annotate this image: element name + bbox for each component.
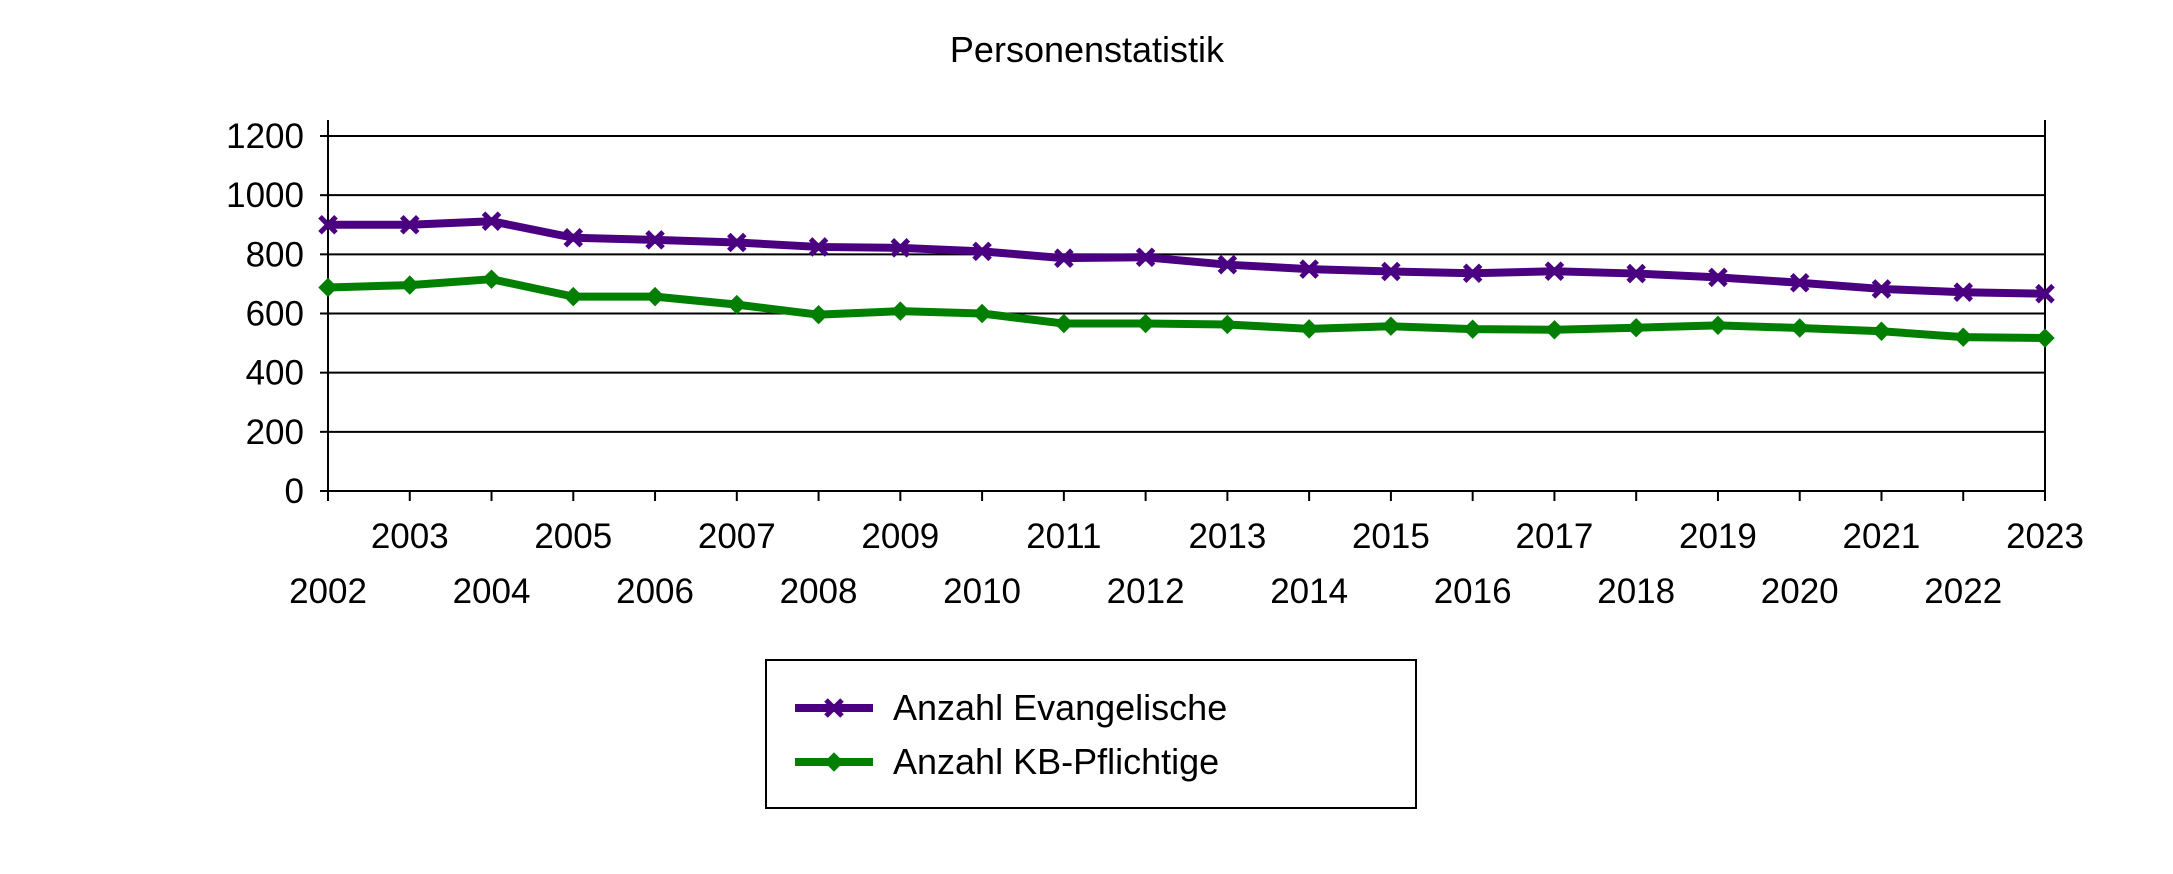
data-point <box>1299 319 1319 339</box>
legend-label: Anzahl Evangelische <box>893 687 1227 728</box>
data-point <box>563 227 584 248</box>
x-tick-label: 2002 <box>289 572 367 611</box>
y-tick-label: 200 <box>246 413 304 452</box>
chart-title: Personenstatistik <box>950 29 1225 70</box>
axes <box>327 120 2046 492</box>
data-point <box>890 301 911 321</box>
x-tick-label: 2013 <box>1188 517 1266 556</box>
legend: Anzahl Evangelische Anzahl KB-Pflichtige <box>765 659 1417 809</box>
x-tick-label: 2016 <box>1434 572 1512 611</box>
x-tick-label: 2021 <box>1843 517 1921 556</box>
x-tick-label: 2011 <box>1026 517 1101 556</box>
data-point <box>1299 259 1319 279</box>
x-tick-label: 2004 <box>453 572 531 611</box>
legend-label: Anzahl KB-Pflichtige <box>893 741 1219 782</box>
data-point <box>1462 263 1483 284</box>
x-tick-label: 2007 <box>698 517 776 556</box>
x-tick-label: 2009 <box>861 517 939 556</box>
data-point <box>318 277 338 298</box>
series-2 <box>318 269 2055 348</box>
data-point <box>808 304 829 325</box>
data-point <box>1871 321 1892 341</box>
data-point <box>972 241 992 262</box>
data-point <box>645 286 665 307</box>
data-point <box>1135 313 1156 334</box>
y-tick-label: 800 <box>246 235 304 274</box>
data-point <box>2035 328 2055 348</box>
x-tick-label: 2005 <box>534 517 612 556</box>
x-tick-label: 2019 <box>1679 517 1757 556</box>
data-point <box>1135 247 1156 268</box>
data-point <box>1626 317 1646 338</box>
legend-entry: Anzahl Evangelische <box>795 687 1227 728</box>
y-tick-label: 400 <box>246 354 304 393</box>
data-point <box>563 286 583 307</box>
data-point <box>1054 248 1074 268</box>
data-point <box>808 237 829 257</box>
legend-entry: Anzahl KB-Pflichtige <box>795 741 1219 782</box>
data-point <box>399 214 420 235</box>
x-tick-label: 2010 <box>943 572 1021 611</box>
legend-marker <box>824 698 844 718</box>
data-point <box>2035 283 2055 304</box>
x-tick-label: 2017 <box>1515 517 1593 556</box>
x-tick-label: 2015 <box>1352 517 1430 556</box>
data-point <box>1544 320 1565 340</box>
data-point <box>1953 282 1974 302</box>
data-point <box>481 269 502 289</box>
legend-box <box>765 659 1417 809</box>
data-point <box>727 294 747 315</box>
data-point <box>1708 267 1728 288</box>
data-point <box>1462 319 1483 339</box>
x-tick-label: 2020 <box>1761 572 1839 611</box>
y-tick-label: 600 <box>246 295 304 334</box>
series-lines <box>318 211 2055 348</box>
data-point <box>318 214 338 235</box>
series-line <box>327 275 2046 343</box>
x-tick-label: 2006 <box>616 572 694 611</box>
x-tick-label: 2022 <box>1924 572 2002 611</box>
data-point <box>1790 318 1810 338</box>
y-tick-label: 0 <box>285 472 304 511</box>
legend-marker <box>824 752 844 772</box>
data-point <box>890 238 911 258</box>
data-point <box>1217 314 1238 335</box>
x-tick-label: 2023 <box>2006 517 2084 556</box>
x-tick-label: 2003 <box>371 517 449 556</box>
y-tick-label: 1000 <box>226 176 304 215</box>
data-point <box>481 211 502 231</box>
data-point <box>1381 316 1401 336</box>
data-point <box>1871 279 1892 299</box>
data-point <box>400 275 420 295</box>
x-tick-label: 2012 <box>1107 572 1185 611</box>
data-point <box>1626 263 1646 284</box>
y-tick-label: 1200 <box>226 117 304 156</box>
grid-lines <box>328 135 2045 433</box>
data-point <box>1953 327 1973 347</box>
x-tick-label: 2018 <box>1597 572 1675 611</box>
series-1 <box>318 211 2055 304</box>
data-point <box>727 232 747 253</box>
data-point <box>1381 261 1401 282</box>
data-point <box>1708 315 1728 336</box>
y-axis-ticks: 0 200 400 600 800 1000 1200 <box>226 117 328 511</box>
data-point <box>1217 254 1238 275</box>
x-axis-ticks: 2002200320042005200620072008200920102011… <box>289 491 2084 611</box>
data-point <box>1544 261 1565 281</box>
data-point <box>972 303 992 324</box>
data-point <box>645 230 665 250</box>
data-point <box>1789 272 1810 293</box>
series-line <box>328 217 2046 298</box>
x-tick-label: 2008 <box>780 572 858 611</box>
data-point <box>1054 313 1074 334</box>
x-tick-label: 2014 <box>1270 572 1348 611</box>
